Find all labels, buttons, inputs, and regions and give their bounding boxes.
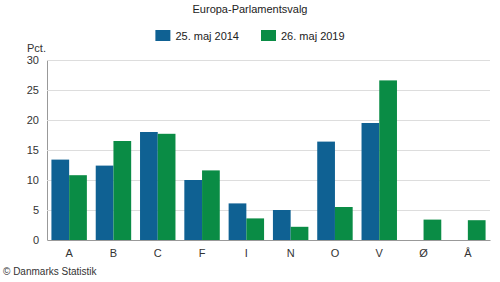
bar: [424, 220, 442, 240]
legend-label: 25. maj 2014: [175, 30, 239, 42]
x-tick: Ø: [419, 240, 428, 259]
bar: [202, 170, 220, 240]
x-tick-label: B: [110, 247, 117, 259]
x-tick-label: Å: [464, 247, 472, 259]
legend: 25. maj 2014 26. maj 2019: [155, 30, 344, 42]
bar: [69, 175, 87, 240]
bar: [468, 220, 486, 240]
y-tick: 25: [27, 84, 490, 96]
bar: [113, 141, 131, 240]
bar: [158, 134, 176, 240]
y-tick-label: 5: [33, 204, 39, 216]
grid-line: [47, 120, 490, 121]
x-tick: F: [199, 240, 206, 259]
bar: [51, 160, 69, 240]
y-tick: 20: [27, 114, 490, 126]
bar: [184, 180, 202, 240]
bar: [362, 123, 380, 240]
grid-line: [47, 60, 490, 61]
bar: [291, 227, 309, 240]
bar: [317, 142, 335, 240]
y-tick-label: 20: [27, 114, 39, 126]
bar: [379, 80, 397, 240]
x-tick: B: [110, 240, 117, 259]
grid-line: [47, 90, 490, 91]
bar: [273, 210, 291, 240]
x-tick: A: [65, 240, 73, 259]
source-note: © Danmarks Statistik: [3, 266, 98, 277]
bar: [96, 166, 114, 240]
y-tick-label: 0: [33, 234, 39, 246]
title: Europa-Parlamentsvalg: [193, 3, 308, 15]
x-axis-line: [48, 240, 491, 241]
x-tick-label: N: [287, 247, 295, 259]
x-tick: I: [245, 240, 248, 259]
legend-swatch: [261, 30, 276, 41]
grid-line: [47, 240, 490, 241]
bars: [51, 80, 485, 240]
x-axis: ABCFINOVØÅ: [48, 240, 491, 259]
x-tick-label: V: [376, 247, 384, 259]
y-tick-label: 15: [27, 144, 39, 156]
legend-swatch: [155, 30, 170, 41]
x-tick-label: O: [331, 247, 340, 259]
x-tick-label: Ø: [419, 247, 428, 259]
legend-label: 26. maj 2019: [281, 30, 345, 42]
bar: [229, 203, 247, 240]
y-tick-label: 30: [27, 54, 39, 66]
bar: [335, 207, 353, 240]
x-tick: V: [376, 240, 384, 259]
x-tick: N: [287, 240, 295, 259]
bar: [246, 218, 264, 240]
y-axis: 0 5 10 15 20 25 30: [27, 54, 490, 246]
x-tick-label: A: [65, 247, 73, 259]
x-tick: Å: [464, 240, 472, 259]
x-tick: O: [331, 240, 340, 259]
chart: Europa-Parlamentsvalg 0 5 10 15 20 25 30Pct. A B C…: [0, 0, 500, 282]
x-tick-label: C: [154, 247, 162, 259]
y-tick: 15: [27, 144, 490, 156]
x-tick-label: F: [199, 247, 206, 259]
y-tick: 30: [27, 54, 490, 66]
x-tick-label: I: [245, 247, 248, 259]
y-tick-label: 10: [27, 174, 39, 186]
x-tick: C: [154, 240, 162, 259]
y-tick-label: 25: [27, 84, 39, 96]
y-axis-title: Pct.: [27, 42, 46, 54]
bar: [140, 132, 158, 240]
